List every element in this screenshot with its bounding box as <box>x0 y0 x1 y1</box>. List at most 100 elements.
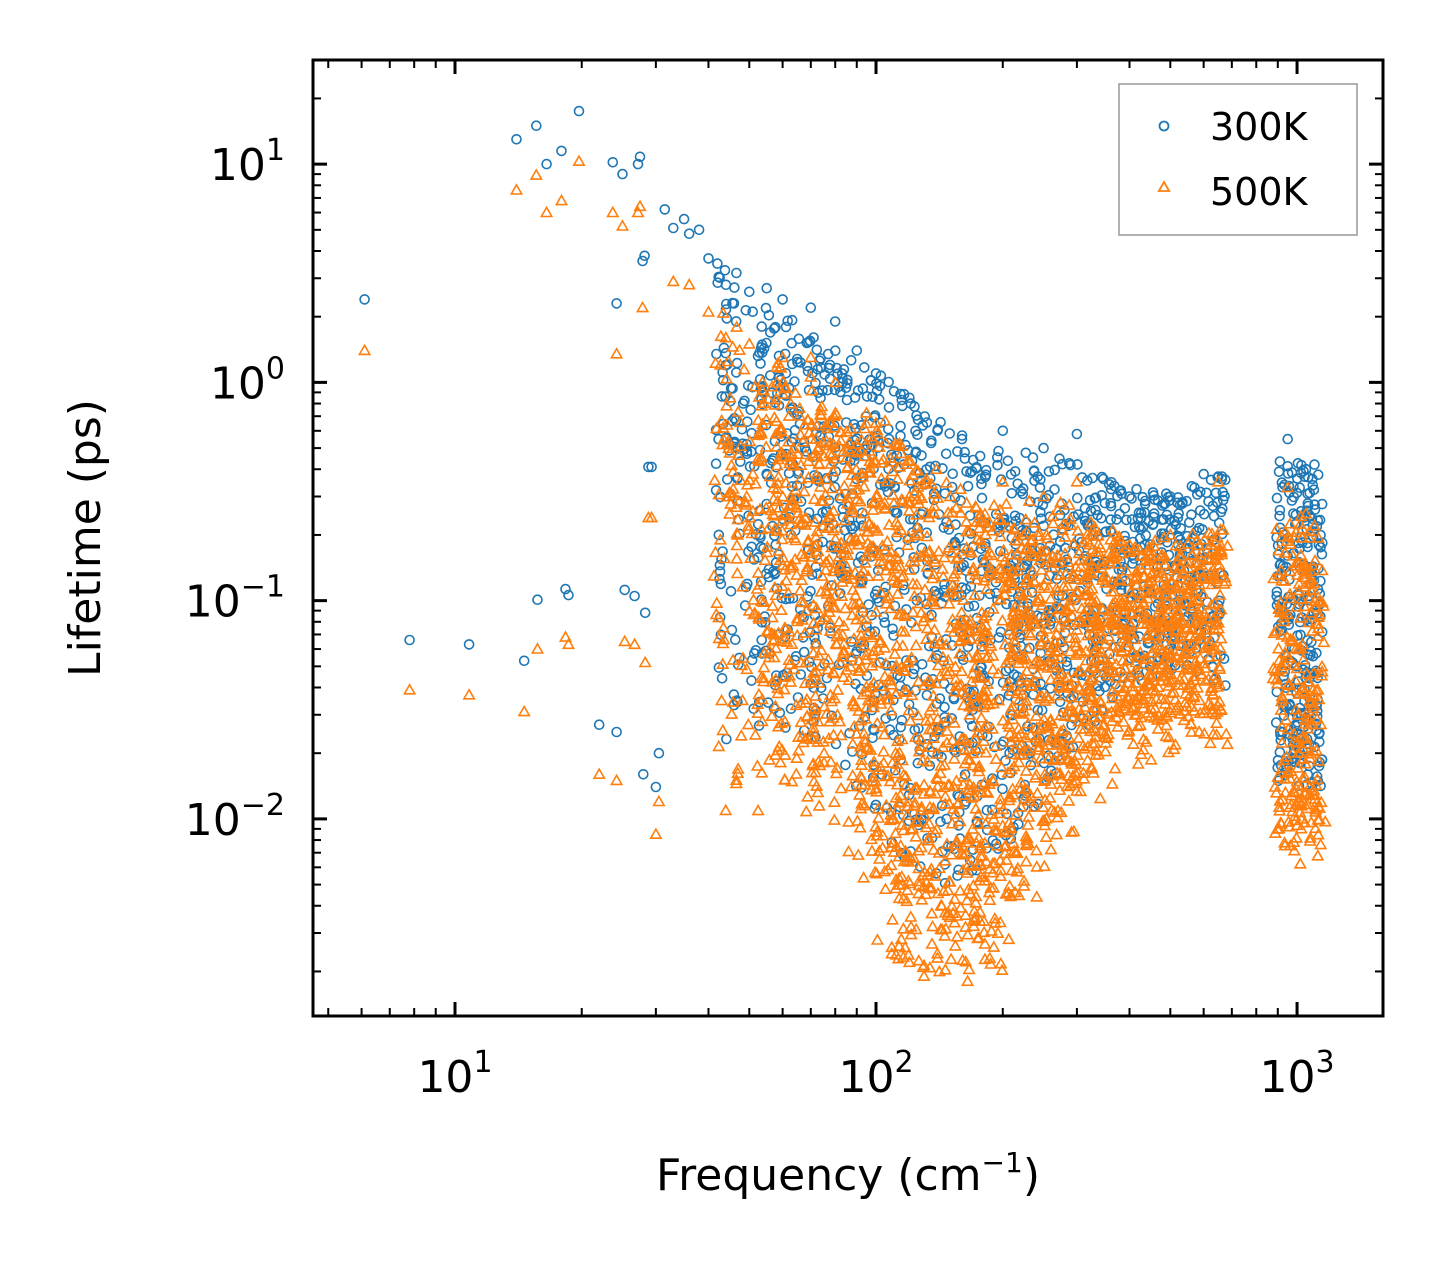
point-300K <box>851 345 863 356</box>
point-500K <box>1117 597 1131 610</box>
point-300K <box>1215 506 1227 518</box>
point-500K <box>942 874 956 887</box>
point-500K <box>1028 516 1042 528</box>
point-500K <box>1014 800 1028 812</box>
point-500K <box>1104 652 1118 664</box>
point-500K <box>858 778 872 790</box>
point-500K <box>1118 661 1132 674</box>
point-500K <box>931 712 945 724</box>
point-300K <box>1165 491 1176 502</box>
point-300K <box>1100 526 1112 537</box>
point-300K <box>1072 459 1083 470</box>
point-500K <box>972 741 986 754</box>
point-500K <box>1017 704 1031 717</box>
point-500K <box>912 843 926 856</box>
point-500K <box>1182 639 1196 651</box>
point-500K <box>852 653 866 666</box>
point-500K <box>771 494 785 506</box>
point-500K <box>1021 818 1035 830</box>
point-500K <box>1302 615 1316 628</box>
point-500K <box>1095 645 1109 657</box>
point-500K <box>1060 579 1075 591</box>
point-500K <box>816 519 830 532</box>
point-500K <box>995 550 1009 562</box>
point-300K <box>939 578 950 590</box>
point-500K <box>767 632 781 645</box>
point-300K <box>997 425 1009 437</box>
point-500K <box>971 808 985 820</box>
point-500K <box>1088 730 1102 742</box>
point-300K <box>745 404 757 416</box>
point-500K <box>1285 683 1299 696</box>
point-500K <box>1210 728 1224 740</box>
point-500K <box>850 445 864 458</box>
point-500K <box>765 379 779 392</box>
point-300K <box>776 592 788 604</box>
point-300K <box>782 624 793 635</box>
point-500K <box>1274 563 1288 576</box>
point-500K <box>955 846 969 859</box>
point-500K <box>726 695 740 707</box>
point-300K <box>710 458 722 470</box>
point-300K <box>750 644 762 656</box>
point-500K <box>1283 632 1297 645</box>
point-500K <box>914 732 928 745</box>
point-500K <box>821 521 835 533</box>
point-500K <box>977 555 991 567</box>
point-300K <box>532 594 543 606</box>
point-500K <box>896 823 910 836</box>
point-500K <box>1033 691 1047 704</box>
point-500K <box>797 484 811 497</box>
point-500K <box>846 697 860 710</box>
point-500K <box>922 817 936 829</box>
point-500K <box>932 544 946 557</box>
point-500K <box>846 503 860 515</box>
point-500K <box>921 833 935 846</box>
point-500K <box>963 613 977 626</box>
point-500K <box>952 679 966 691</box>
point-300K <box>899 584 910 596</box>
point-500K <box>892 795 906 807</box>
point-500K <box>1085 689 1099 702</box>
point-500K <box>892 939 906 951</box>
point-500K <box>715 693 729 706</box>
point-500K <box>820 421 834 434</box>
point-500K <box>829 636 843 649</box>
point-500K <box>1284 788 1299 801</box>
point-500K <box>869 605 883 617</box>
point-500K <box>882 518 896 530</box>
point-500K <box>950 930 964 942</box>
point-500K <box>966 689 980 702</box>
point-500K <box>860 700 874 713</box>
point-500K <box>1279 713 1293 725</box>
point-500K <box>771 470 786 482</box>
point-500K <box>774 603 788 615</box>
point-500K <box>721 354 735 367</box>
point-500K <box>1054 751 1068 764</box>
point-300K <box>976 641 988 652</box>
point-500K <box>719 330 733 343</box>
point-500K <box>870 716 884 729</box>
point-500K <box>870 825 884 837</box>
point-500K <box>1294 611 1308 623</box>
point-500K <box>812 456 826 469</box>
point-500K <box>1158 580 1172 593</box>
point-500K <box>819 707 834 719</box>
point-500K <box>782 409 796 421</box>
point-500K <box>832 550 846 562</box>
point-500K <box>866 695 880 708</box>
point-300K <box>875 370 887 382</box>
point-500K <box>1306 744 1321 757</box>
point-500K <box>989 752 1003 764</box>
point-500K <box>799 655 813 668</box>
point-500K <box>1172 660 1186 673</box>
point-500K <box>1024 534 1038 546</box>
point-500K <box>1061 555 1075 567</box>
point-500K <box>948 892 962 904</box>
point-500K <box>985 524 1000 536</box>
point-500K <box>873 693 888 705</box>
point-500K <box>1292 577 1306 589</box>
point-300K <box>1316 548 1328 560</box>
point-500K <box>1113 593 1128 605</box>
point-300K <box>1157 500 1168 511</box>
